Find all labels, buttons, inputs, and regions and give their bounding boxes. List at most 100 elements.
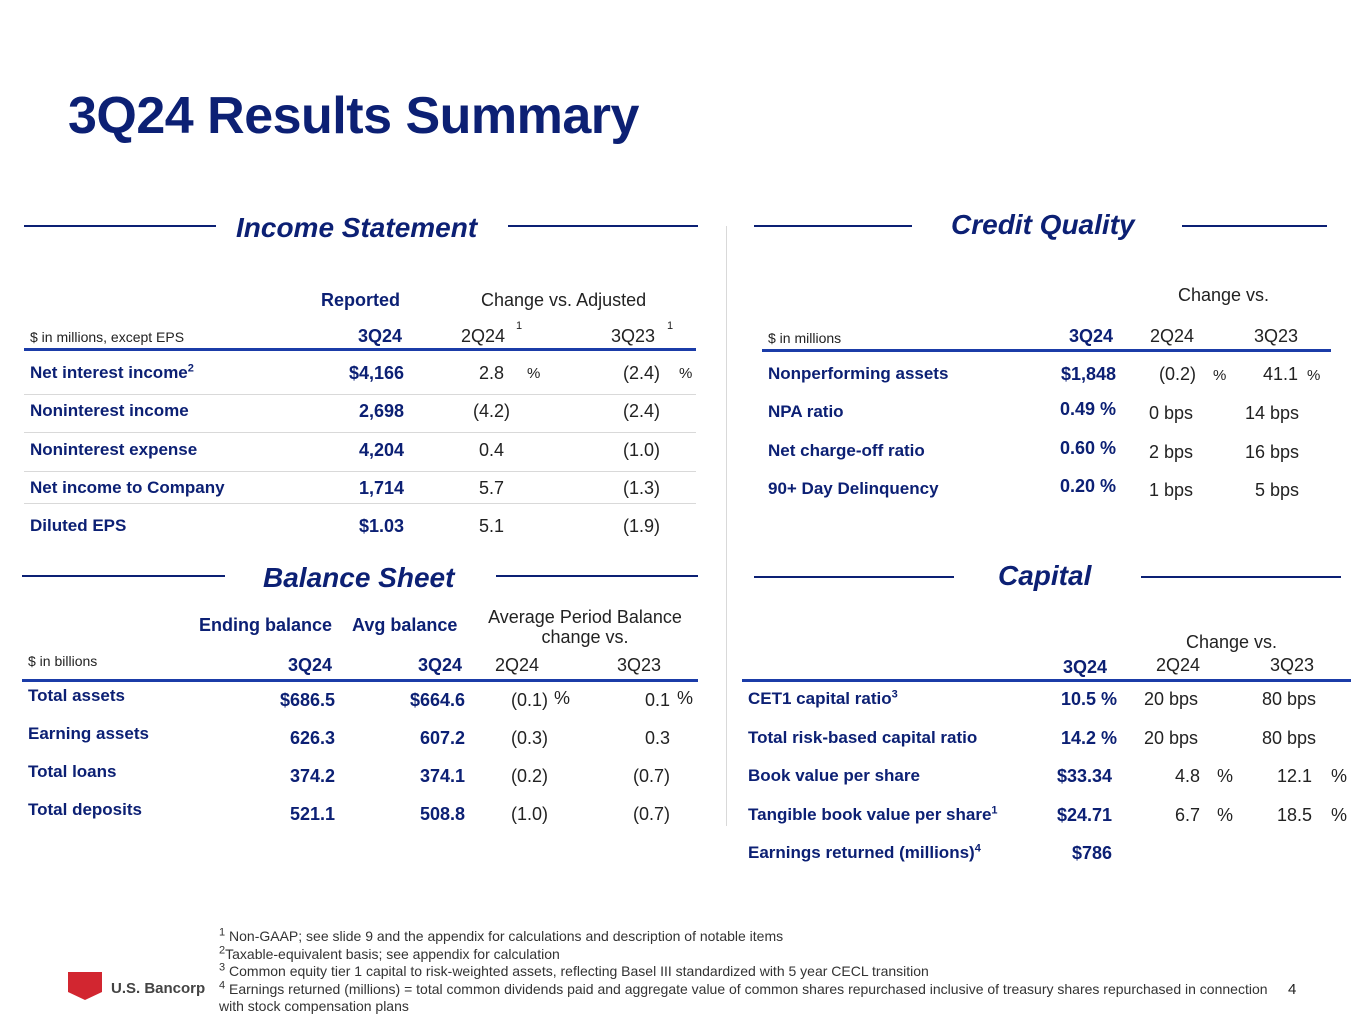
pct-sign: % <box>1217 805 1234 825</box>
col-2q24: 2Q24 <box>1150 326 1195 346</box>
avg-change-header: Average Period Balance change vs. <box>470 607 700 647</box>
pct-sign: % <box>679 365 693 382</box>
header-rule <box>762 349 1331 352</box>
change-2q24: (4.2) <box>472 401 510 421</box>
ending-value: $686.5 <box>279 690 335 710</box>
ending-value: 626.3 <box>289 728 335 748</box>
change-2q24: 0.4 <box>478 440 504 460</box>
income-statement-title: Income Statement <box>236 212 478 243</box>
col-3q23: 3Q23 <box>1254 326 1299 346</box>
footnote: 2Taxable-equivalent basis; see appendix … <box>219 943 560 962</box>
logo-text: U.S. Bancorp <box>111 980 206 997</box>
row-label: Tangible book value per share1 <box>748 804 998 824</box>
avg-value: 508.8 <box>419 804 465 824</box>
change-2q24: (0.2) <box>1158 364 1196 384</box>
footnote-ref: 1 <box>667 320 674 332</box>
row-value: 0.49 % <box>1059 399 1116 419</box>
change-header: Change vs. <box>1186 632 1278 652</box>
table-row: Book value per share $33.34 4.8 % 12.1 % <box>0 766 1365 796</box>
row-divider <box>24 394 696 395</box>
change-3q23: 41.1 <box>1262 364 1298 384</box>
change-3q23: (1.3) <box>622 478 660 498</box>
row-label: Diluted EPS <box>30 516 127 535</box>
col-3q23: 3Q23 <box>611 326 656 346</box>
row-label: 90+ Day Delinquency <box>768 479 939 498</box>
section-rule <box>22 575 225 577</box>
section-rule <box>754 225 912 227</box>
row-value: $1,848 <box>1060 364 1116 384</box>
header-rule <box>742 679 1351 682</box>
change-3q23: 0.1 <box>644 690 670 710</box>
change-2q24: 5.7 <box>478 478 504 498</box>
change-2q24: (0.1) <box>510 690 548 710</box>
section-rule <box>24 225 216 227</box>
ending-balance-header: Ending balance <box>199 615 333 635</box>
col-3q24: 3Q24 <box>1063 657 1108 677</box>
table-row: Total assets $686.5 $664.6 (0.1) % 0.1 % <box>0 686 700 716</box>
footnote: 3 Common equity tier 1 capital to risk-w… <box>219 961 929 979</box>
change-2q24: 5.1 <box>478 516 504 536</box>
center-divider <box>726 226 727 826</box>
section-rule <box>1141 576 1341 578</box>
pct-sign: % <box>1307 367 1321 384</box>
header-rule <box>22 679 698 682</box>
table-row: Net charge-off ratio 0.60 % 2 bps 16 bps <box>0 438 1365 471</box>
capital-title: Capital <box>998 560 1092 591</box>
row-value: $4,166 <box>348 363 404 383</box>
table-row: Tangible book value per share1 $24.71 6.… <box>0 805 1365 835</box>
change-2q24: 1 bps <box>1149 480 1194 500</box>
row-label: CET1 capital ratio3 <box>748 688 898 708</box>
table-row: Diluted EPS $1.03 5.1 (1.9) <box>0 516 700 546</box>
footnote: 1 Non-GAAP; see slide 9 and the appendix… <box>219 926 784 944</box>
table-row: Total risk-based capital ratio 14.2 % 20… <box>0 728 1365 758</box>
row-value: 1,714 <box>358 478 404 498</box>
table-row: Net income to Company 1,714 5.7 (1.3) <box>0 478 700 508</box>
row-value: $786 <box>1071 843 1112 863</box>
pct-sign: % <box>677 688 694 708</box>
col-2q24: 2Q24 <box>461 326 506 346</box>
avg-value: $664.6 <box>409 690 465 710</box>
row-divider <box>24 432 696 433</box>
change-3q23: (1.0) <box>622 440 660 460</box>
table-row: Nonperforming assets $1,848 (0.2) % 41.1… <box>0 364 1365 394</box>
page-number: 4 <box>1288 981 1297 998</box>
header-rule <box>24 348 696 351</box>
logo: U.S. Bancorp <box>68 970 208 1004</box>
change-3q23: 18.5 <box>1276 805 1312 825</box>
col-3q24: 3Q24 <box>358 326 403 346</box>
pct-sign: % <box>1213 367 1227 384</box>
ending-value: 521.1 <box>289 804 335 824</box>
pct-sign: % <box>527 365 541 382</box>
change-3q23: (0.7) <box>632 766 670 786</box>
units-label: $ in billions <box>28 653 98 669</box>
row-label: Earning assets <box>28 724 149 743</box>
avg-value: 374.1 <box>419 766 465 786</box>
change-3q23: 0.3 <box>644 728 670 748</box>
pct-sign: % <box>554 688 571 708</box>
section-rule <box>508 225 698 227</box>
col-3q23: 3Q23 <box>1270 655 1315 675</box>
col-2q24: 2Q24 <box>1156 655 1201 675</box>
footnote: 4 Earnings returned (millions) = total c… <box>219 978 1268 1014</box>
avg-balance-header: Avg balance <box>352 615 458 635</box>
table-row: Earning assets 626.3 607.2 (0.3) 0.3 <box>0 724 700 754</box>
credit-quality-title: Credit Quality <box>951 209 1135 240</box>
change-2q24: (1.0) <box>510 804 548 824</box>
row-label: Net income to Company <box>30 478 225 497</box>
change-3q23: 14 bps <box>1244 403 1299 423</box>
table-row: Noninterest income 2,698 (4.2) (2.4) <box>0 401 700 431</box>
page-title: 3Q24 Results Summary <box>68 87 639 145</box>
row-label: Total loans <box>28 762 117 781</box>
row-value: $1.03 <box>358 516 404 536</box>
pct-sign: % <box>1217 766 1234 786</box>
footnote-ref: 1 <box>516 320 523 332</box>
footnotes: 1 Non-GAAP; see slide 9 and the appendix… <box>219 926 1279 1016</box>
col-3q24: 3Q24 <box>1069 326 1114 346</box>
change-3q23: (2.4) <box>622 401 660 421</box>
table-row: Net interest income2 $4,166 2.8 % (2.4) … <box>0 363 700 393</box>
change-2q24: 6.7 <box>1174 805 1200 825</box>
change-2q24: 20 bps <box>1144 689 1199 709</box>
row-label: Net charge-off ratio <box>768 441 925 460</box>
change-2q24: 4.8 <box>1174 766 1200 786</box>
balance-sheet-title: Balance Sheet <box>263 562 455 593</box>
